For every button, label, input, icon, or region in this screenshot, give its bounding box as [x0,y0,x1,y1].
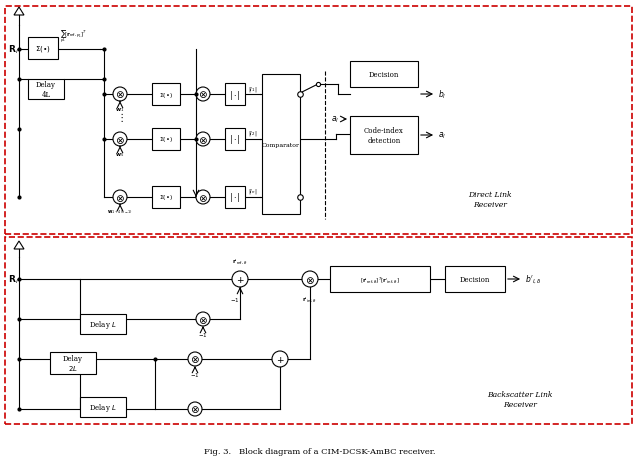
Text: $|\cdot|$: $|\cdot|$ [229,88,241,101]
Text: $-1$: $-1$ [190,370,200,378]
Circle shape [113,88,127,102]
Text: $-1$: $-1$ [198,330,208,338]
Circle shape [113,133,127,147]
Text: $b_l$: $b_l$ [438,89,446,101]
Bar [330,266,430,292]
Text: $\mathbf{R}_l$: $\mathbf{R}_l$ [8,44,19,56]
Text: $\mathbf{w}_1$: $\mathbf{w}_1$ [115,106,125,114]
Text: $\otimes$: $\otimes$ [198,314,208,325]
Bar [5,237,632,424]
Circle shape [272,351,288,367]
Bar [28,80,64,100]
Text: $a_l$: $a_l$ [438,130,446,141]
Text: $\otimes$: $\otimes$ [115,192,125,203]
Circle shape [196,133,210,147]
Text: Direct Link
Receiver: Direct Link Receiver [468,191,512,208]
Text: $|I_2|$: $|I_2|$ [248,129,257,138]
Text: $|\cdot|$: $|\cdot|$ [229,133,241,146]
Text: $+$: $+$ [276,354,284,364]
Text: Fig. 3.   Block diagram of a CIM-DCSK-AmBC receiver.: Fig. 3. Block diagram of a CIM-DCSK-AmBC… [204,447,436,455]
Text: $|I_n|$: $|I_n|$ [248,187,257,196]
Bar [445,266,505,292]
Text: $\otimes$: $\otimes$ [305,274,315,285]
Text: $\otimes$: $\otimes$ [198,192,208,203]
Text: $\Sigma(\bullet)$: $\Sigma(\bullet)$ [35,44,51,54]
Text: $\mathbf{R}_l$: $\mathbf{R}_l$ [8,273,19,285]
Bar [152,187,180,208]
Text: $\otimes$: $\otimes$ [190,354,200,365]
Bar [80,314,126,334]
Text: $a_l$: $a_l$ [331,114,339,125]
Text: $\sum_{p_1}\!\left[\mathbf{r}_{\mathrm{ref},p_1}\right]^T$: $\sum_{p_1}\!\left[\mathbf{r}_{\mathrm{r… [60,29,88,45]
Text: Delay $L$: Delay $L$ [89,401,117,413]
Text: $[\mathbf{r}'_{\mathrm{ref},\delta}]^T[\mathbf{r}'_{\mathrm{inf},\delta}]$: $[\mathbf{r}'_{\mathrm{ref},\delta}]^T[\… [360,274,400,284]
Text: $\mathbf{w}_{1+4(n-1)}$: $\mathbf{w}_{1+4(n-1)}$ [107,208,133,216]
Text: $\otimes$: $\otimes$ [115,134,125,145]
Text: $\otimes$: $\otimes$ [190,403,200,414]
Text: $-1$: $-1$ [230,295,240,303]
Bar [28,38,58,60]
Bar [5,7,632,235]
Circle shape [196,88,210,102]
Text: $\vdots$: $\vdots$ [116,111,124,124]
Text: Backscatter Link
Receiver: Backscatter Link Receiver [487,391,553,408]
Text: $|I_1|$: $|I_1|$ [248,84,257,93]
Bar [225,84,245,106]
Text: Delay
$2L$: Delay $2L$ [63,354,83,372]
Text: $+$: $+$ [236,274,244,285]
Text: $\Sigma(\bullet)$: $\Sigma(\bullet)$ [159,90,173,99]
Circle shape [196,190,210,205]
Bar [262,75,300,214]
Circle shape [232,271,248,287]
Text: $\mathbf{r}'_{\mathrm{inf},\delta}$: $\mathbf{r}'_{\mathrm{inf},\delta}$ [303,295,317,304]
Bar [152,129,180,151]
Text: $\mathbf{w}_5$: $\mathbf{w}_5$ [115,151,125,158]
Text: $\otimes$: $\otimes$ [198,134,208,145]
Text: Delay $L$: Delay $L$ [89,318,117,330]
Text: Decision: Decision [460,275,490,283]
Text: Delay
4L: Delay 4L [36,81,56,98]
Text: $\Sigma(\bullet)$: $\Sigma(\bullet)$ [159,193,173,202]
Text: Decision: Decision [369,71,399,79]
Circle shape [188,352,202,366]
Circle shape [196,312,210,326]
Text: $\Sigma(\bullet)$: $\Sigma(\bullet)$ [159,135,173,144]
Bar [152,84,180,106]
Circle shape [302,271,318,287]
Bar [50,352,96,374]
Bar [225,187,245,208]
Text: $b'_{l,\delta}$: $b'_{l,\delta}$ [525,273,541,285]
Bar [350,62,418,88]
Bar [350,117,418,155]
Circle shape [188,402,202,416]
Bar [225,129,245,151]
Bar [80,397,126,417]
Text: Code-index
detection: Code-index detection [364,127,404,144]
Text: $|\cdot|$: $|\cdot|$ [229,191,241,204]
Text: $\mathbf{r}'_{\mathrm{ref},\delta}$: $\mathbf{r}'_{\mathrm{ref},\delta}$ [232,257,248,266]
Circle shape [113,190,127,205]
Text: Comparator: Comparator [262,142,300,147]
Text: $\otimes$: $\otimes$ [198,90,208,100]
Text: $\otimes$: $\otimes$ [115,90,125,100]
